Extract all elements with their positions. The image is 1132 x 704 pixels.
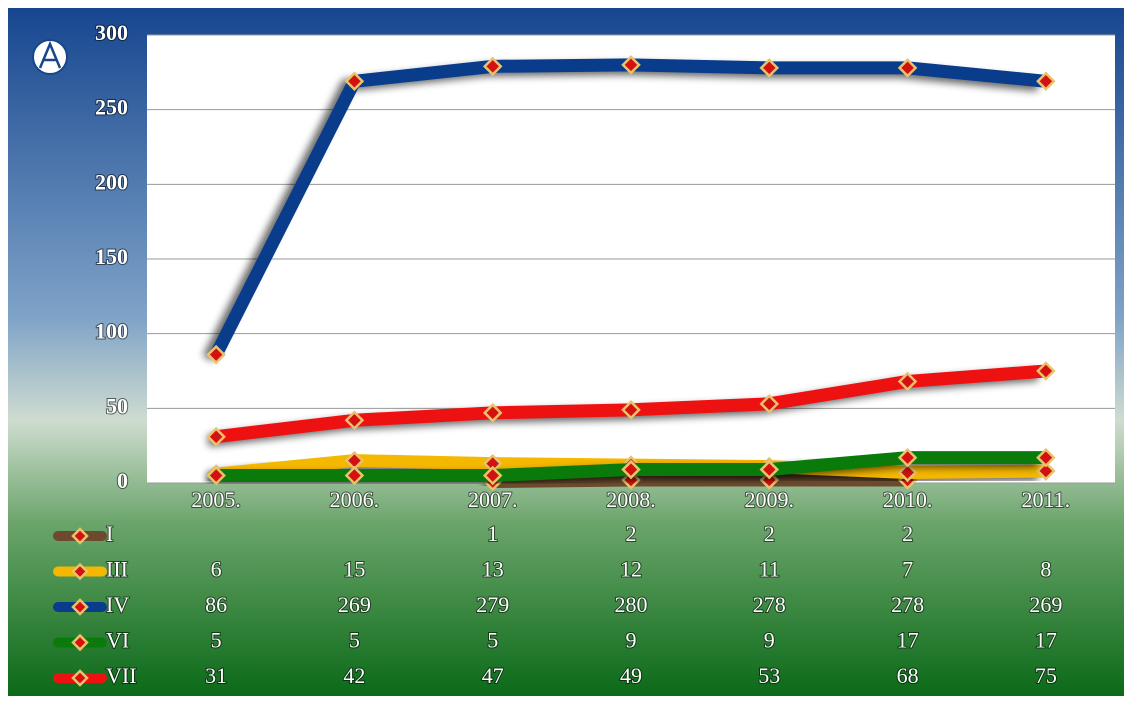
point-marker: [897, 447, 918, 468]
y-tick-label: 150: [95, 244, 128, 269]
legend-marker: [71, 527, 89, 545]
x-tick-label: 2008.: [606, 487, 656, 512]
table-value: 269: [338, 592, 371, 617]
legend-label: IV: [106, 592, 129, 617]
table-value: 42: [343, 663, 365, 688]
y-tick-label: 50: [106, 393, 128, 418]
point-marker: [621, 459, 641, 480]
x-tick-label: 2005.: [191, 487, 241, 512]
point-marker: [344, 410, 365, 431]
table-value: 68: [897, 663, 919, 688]
table-value: 1: [487, 521, 498, 546]
table-value: 6: [211, 557, 222, 582]
table-value: 5: [211, 628, 222, 653]
legend-marker: [71, 669, 89, 687]
legend-label: VI: [106, 628, 129, 653]
legend-marker: [71, 598, 89, 616]
y-tick-label: 200: [95, 169, 128, 194]
point-marker: [206, 465, 226, 486]
table-value: 280: [615, 592, 648, 617]
point-marker: [1036, 447, 1056, 468]
point-marker: [621, 400, 641, 420]
table-value: 8: [1040, 557, 1051, 582]
point-marker: [482, 403, 503, 423]
point-marker: [897, 58, 918, 78]
point-marker: [1036, 461, 1056, 481]
point-marker: [897, 462, 918, 483]
table-value: 86: [205, 592, 227, 617]
table-value: 9: [626, 628, 637, 653]
logo: [32, 39, 68, 75]
table-value: 53: [758, 663, 780, 688]
point-marker: [897, 371, 918, 392]
point-marker: [206, 344, 226, 365]
point-marker: [344, 465, 365, 486]
point-marker: [759, 459, 780, 480]
legend-marker: [71, 562, 89, 581]
legend-label: VII: [106, 663, 137, 688]
y-tick-label: 250: [95, 95, 128, 120]
table-value: 279: [476, 592, 509, 617]
point-marker: [206, 426, 226, 447]
table-value: 5: [349, 628, 360, 653]
table-value: 49: [620, 663, 642, 688]
table-value: 2: [626, 521, 637, 546]
point-marker: [759, 394, 780, 414]
table-value: 15: [343, 557, 365, 582]
y-tick-label: 300: [95, 20, 128, 45]
table-value: 31: [205, 663, 227, 688]
x-tick-label: 2010.: [883, 487, 933, 512]
point-marker: [1036, 361, 1056, 381]
table-value: 278: [891, 592, 924, 617]
table-value: 278: [753, 592, 786, 617]
point-marker: [482, 56, 503, 77]
table-value: 269: [1029, 592, 1062, 617]
table-value: 2: [902, 521, 913, 546]
table-value: 11: [759, 557, 780, 582]
point-marker: [482, 465, 503, 486]
table-value: 7: [902, 557, 913, 582]
x-tick-label: 2007.: [468, 487, 518, 512]
table-value: 17: [1035, 628, 1057, 653]
table-value: 12: [620, 557, 642, 582]
legend-label: I: [106, 521, 113, 546]
legend-marker: [71, 633, 89, 652]
legend-label: III: [106, 557, 128, 582]
table-value: 9: [764, 628, 775, 653]
point-marker: [1036, 71, 1056, 92]
x-tick-label: 2006.: [330, 487, 380, 512]
table-value: 5: [487, 628, 498, 653]
table-value: 47: [482, 663, 504, 688]
point-marker: [621, 55, 641, 75]
x-tick-label: 2009.: [745, 487, 795, 512]
point-marker: [759, 58, 780, 78]
y-tick-label: 0: [117, 468, 128, 493]
x-tick-label: 2011.: [1022, 487, 1071, 512]
table-value: 13: [482, 557, 504, 582]
table-value: 2: [764, 521, 775, 546]
point-marker: [344, 71, 365, 92]
table-value: 75: [1035, 663, 1057, 688]
table-value: 17: [897, 628, 919, 653]
y-tick-label: 100: [95, 319, 128, 344]
